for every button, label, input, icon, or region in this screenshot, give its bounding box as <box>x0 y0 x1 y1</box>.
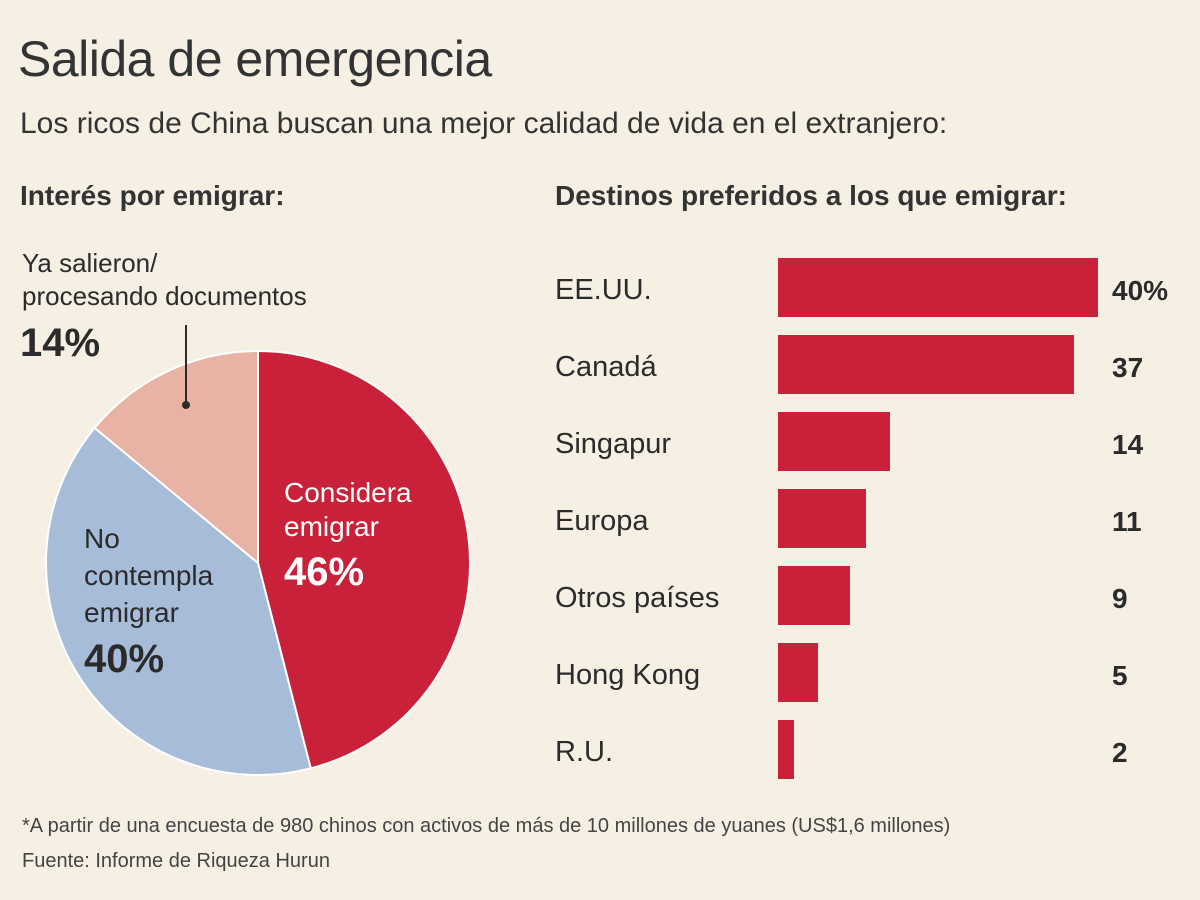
bar-category-label: R.U. <box>555 736 613 768</box>
pie-slice-label: emigrar <box>284 511 379 542</box>
bar-category-label: Canadá <box>555 351 657 383</box>
bar <box>778 720 794 779</box>
footnote: *A partir de una encuesta de 980 chinos … <box>22 815 951 837</box>
bar-category-label: EE.UU. <box>555 274 652 306</box>
chart-subtitle: Los ricos de China buscan una mejor cali… <box>20 107 948 140</box>
leader-dot <box>182 401 190 409</box>
pie-slice-value: 40% <box>84 637 164 681</box>
pie-slice-label: No <box>84 523 120 554</box>
bar-value-label: 5 <box>1112 660 1128 691</box>
bar <box>778 335 1074 394</box>
bar <box>778 258 1098 317</box>
pie-slice-label: contempla <box>84 560 214 591</box>
pie-slice-label: Considera <box>284 477 412 508</box>
bar <box>778 412 890 471</box>
pie-slice-value: 46% <box>284 550 364 594</box>
bar-category-label: Singapur <box>555 428 671 460</box>
bar-chart-title: Destinos preferidos a los que emigrar: <box>555 180 1067 211</box>
bar-value-label: 9 <box>1112 583 1128 614</box>
pie-slice-label: emigrar <box>84 597 179 628</box>
pie-slice-value: 14% <box>20 321 100 365</box>
bar <box>778 566 850 625</box>
pie-slice <box>257 349 471 770</box>
bar-category-label: Otros países <box>555 582 719 614</box>
bar-value-label: 40% <box>1112 275 1168 306</box>
source-note: Fuente: Informe de Riqueza Hurun <box>22 850 330 872</box>
bar-value-label: 2 <box>1112 737 1128 768</box>
pie-chart: Consideraemigrar46%Nocontemplaemigrar40%… <box>20 248 471 776</box>
pie-chart-title: Interés por emigrar: <box>20 180 285 211</box>
pie-slice <box>93 349 259 566</box>
bar <box>778 643 818 702</box>
pie-slice-label: procesando documentos <box>22 281 307 311</box>
bar-value-label: 37 <box>1112 352 1143 383</box>
pie-slice-label: Ya salieron/ <box>22 248 158 278</box>
bar-category-label: Europa <box>555 505 649 537</box>
bar-category-label: Hong Kong <box>555 659 700 691</box>
chart-title: Salida de emergencia <box>18 31 492 87</box>
bar-value-label: 11 <box>1112 506 1142 537</box>
bar <box>778 489 866 548</box>
bar-value-label: 14 <box>1112 429 1144 460</box>
pie-slice <box>45 426 312 776</box>
bar-chart: EE.UU. 40% Canadá 37 Singapur 14 Europa 11 Otros… <box>555 258 1168 779</box>
